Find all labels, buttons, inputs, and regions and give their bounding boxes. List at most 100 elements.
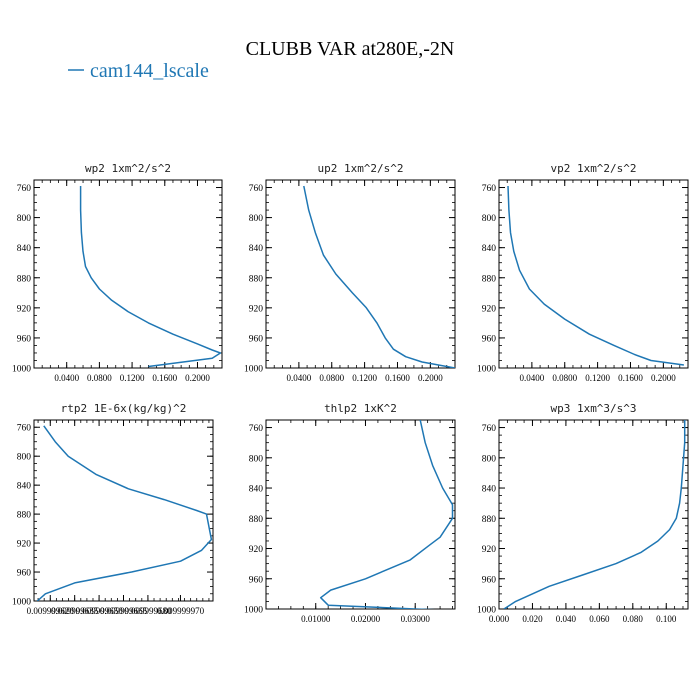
y-tick-label: 920 bbox=[17, 304, 32, 314]
y-tick-label: 840 bbox=[249, 244, 264, 254]
y-tick-label: 800 bbox=[482, 454, 497, 464]
y-tick-label: 840 bbox=[482, 485, 497, 495]
y-tick-label: 840 bbox=[17, 482, 32, 492]
y-tick-label: 1000 bbox=[12, 365, 31, 375]
x-tick-label: 0.1600 bbox=[152, 373, 177, 383]
x-tick-label: 0.009999635 bbox=[51, 606, 99, 616]
legend-label: cam144_lscale bbox=[90, 60, 209, 82]
x-tick-label: 0.01000 bbox=[301, 614, 331, 624]
x-tick-label: 0.080 bbox=[623, 614, 644, 624]
y-tick-label: 920 bbox=[482, 545, 497, 555]
y-tick-label: 760 bbox=[17, 184, 32, 194]
y-tick-label: 960 bbox=[249, 334, 264, 344]
x-tick-label: 0.1200 bbox=[585, 373, 610, 383]
y-tick-label: 760 bbox=[249, 184, 264, 194]
series-line-cam144-lscale bbox=[503, 420, 686, 609]
x-tick-label: 0.2000 bbox=[651, 373, 676, 383]
y-tick-label: 880 bbox=[17, 274, 32, 284]
y-tick-label: 880 bbox=[482, 274, 497, 284]
y-tick-label: 800 bbox=[17, 214, 32, 224]
y-tick-label: 840 bbox=[17, 244, 32, 254]
panel-3: vp2 1xm^2/s^2 760 800 840 880 920 960 1000 0.040… bbox=[477, 162, 689, 383]
y-tick-label: 960 bbox=[17, 334, 32, 344]
x-tick-label: 0.0400 bbox=[519, 373, 544, 383]
series-line-cam144-lscale bbox=[36, 425, 213, 601]
panel-2: up2 1xm^2/s^2 760 800 840 880 920 960 1000 0.040… bbox=[244, 162, 456, 383]
y-tick-label: 880 bbox=[482, 515, 497, 525]
x-tick-label: 0.2000 bbox=[185, 373, 210, 383]
x-tick-label: 0.0400 bbox=[54, 373, 79, 383]
plot-frame bbox=[265, 419, 456, 610]
x-tick-label: 0.020 bbox=[522, 614, 543, 624]
y-tick-label: 800 bbox=[17, 453, 32, 463]
y-tick-label: 1000 bbox=[12, 598, 31, 608]
x-tick-label: 0.2000 bbox=[418, 373, 443, 383]
x-tick-label: 0.009999665 bbox=[100, 606, 148, 616]
y-tick-label: 800 bbox=[249, 214, 264, 224]
panel-title: up2 1xm^2/s^2 bbox=[317, 162, 403, 175]
x-tick-label: 0.0400 bbox=[286, 373, 311, 383]
series-line-cam144-lscale bbox=[319, 420, 454, 609]
panel-4: rtp2 1E-6x(kg/kg)^2 760 800 840 880 920 960 100… bbox=[12, 402, 214, 616]
y-tick-label: 960 bbox=[482, 334, 497, 344]
x-tick-label: 0.000 bbox=[489, 614, 510, 624]
panel-title: vp2 1xm^2/s^2 bbox=[550, 162, 636, 175]
series-line-cam144-lscale bbox=[507, 185, 685, 366]
y-tick-label: 760 bbox=[482, 424, 497, 434]
x-tick-label: 0.0800 bbox=[319, 373, 344, 383]
y-tick-label: 760 bbox=[249, 424, 264, 434]
y-tick-label: 960 bbox=[17, 569, 32, 579]
y-tick-label: 840 bbox=[482, 244, 497, 254]
y-tick-label: 1000 bbox=[244, 606, 263, 616]
x-tick-label: 0.1600 bbox=[618, 373, 643, 383]
y-tick-label: 760 bbox=[482, 184, 497, 194]
panel-title: rtp2 1E-6x(kg/kg)^2 bbox=[61, 402, 187, 415]
plot-frame bbox=[33, 179, 223, 369]
x-tick-label: 0.009999650 bbox=[75, 606, 123, 616]
y-tick-label: 760 bbox=[17, 424, 32, 434]
panel-1: wp2 1xm^2/s^2 760 800 840 880 920 960 1000 0.040… bbox=[12, 162, 223, 383]
y-tick-label: 920 bbox=[249, 545, 264, 555]
x-tick-label: 0.02000 bbox=[351, 614, 381, 624]
y-tick-label: 920 bbox=[17, 540, 32, 550]
y-tick-label: 920 bbox=[482, 304, 497, 314]
x-tick-label: 0.009999680 bbox=[124, 606, 172, 616]
x-tick-label: 0.009999970 bbox=[157, 606, 205, 616]
plot-frame bbox=[498, 179, 689, 369]
y-tick-label: 1000 bbox=[477, 606, 496, 616]
y-tick-label: 800 bbox=[249, 454, 264, 464]
panel-6: wp3 1xm^3/s^3 760 800 840 880 920 960 10000.000… bbox=[477, 402, 689, 624]
y-tick-label: 880 bbox=[249, 274, 264, 284]
y-tick-label: 800 bbox=[482, 214, 497, 224]
x-tick-label: 0.0800 bbox=[552, 373, 577, 383]
x-tick-label: 0.0800 bbox=[87, 373, 112, 383]
x-tick-label: 0.03000 bbox=[401, 614, 431, 624]
y-tick-label: 920 bbox=[249, 304, 264, 314]
x-tick-label: 0.1600 bbox=[385, 373, 410, 383]
plot-frame bbox=[498, 419, 689, 610]
x-tick-label: 0.060 bbox=[589, 614, 610, 624]
x-tick-label: 0.1200 bbox=[352, 373, 377, 383]
x-tick-label: 0.009999620 bbox=[27, 606, 75, 616]
panel-5: thlp2 1xK^2 760 800 840 880 920 960 1000 0.01000… bbox=[244, 402, 456, 624]
y-tick-label: 1000 bbox=[244, 365, 263, 375]
x-tick-label: 0.100 bbox=[656, 614, 677, 624]
x-tick-label: 0.1200 bbox=[120, 373, 145, 383]
y-tick-label: 840 bbox=[249, 485, 264, 495]
panel-title: wp2 1xm^2/s^2 bbox=[85, 162, 171, 175]
panel-title: wp3 1xm^3/s^3 bbox=[550, 402, 636, 415]
panels: wp2 1xm^2/s^2 760 800 840 880 920 960 1000 0.040… bbox=[12, 162, 689, 624]
y-tick-label: 960 bbox=[482, 575, 497, 585]
y-tick-label: 960 bbox=[249, 575, 264, 585]
x-tick-label: 0.040 bbox=[556, 614, 577, 624]
plot-frame bbox=[265, 179, 456, 369]
y-tick-label: 880 bbox=[249, 515, 264, 525]
y-tick-label: 1000 bbox=[477, 365, 496, 375]
figure-title: CLUBB VAR at280E,-2N bbox=[246, 38, 455, 60]
panel-title: thlp2 1xK^2 bbox=[324, 402, 397, 415]
series-line-cam144-lscale bbox=[303, 185, 455, 368]
y-tick-label: 880 bbox=[17, 511, 32, 521]
legend: cam144_lscale bbox=[68, 60, 209, 82]
series-line-cam144-lscale bbox=[79, 186, 222, 368]
